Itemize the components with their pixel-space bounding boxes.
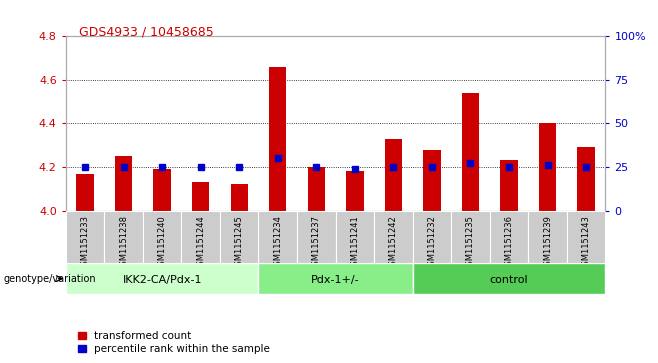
Bar: [297, 211, 336, 263]
Bar: [567, 211, 605, 263]
Bar: [269, 67, 286, 211]
Text: Pdx-1+/-: Pdx-1+/-: [311, 275, 360, 285]
Bar: [115, 156, 132, 211]
Bar: [259, 263, 413, 294]
Text: GSM1151241: GSM1151241: [350, 215, 359, 270]
Text: GSM1151236: GSM1151236: [505, 215, 513, 271]
Bar: [259, 211, 297, 263]
Text: genotype/variation: genotype/variation: [3, 274, 96, 284]
Bar: [451, 211, 490, 263]
Text: GSM1151245: GSM1151245: [235, 215, 243, 270]
Text: GSM1151239: GSM1151239: [543, 215, 552, 271]
Text: GSM1151232: GSM1151232: [428, 215, 436, 271]
Text: IKK2-CA/Pdx-1: IKK2-CA/Pdx-1: [122, 275, 202, 285]
Bar: [500, 160, 518, 211]
Bar: [308, 167, 325, 211]
Text: GDS4933 / 10458685: GDS4933 / 10458685: [79, 25, 214, 38]
Bar: [374, 211, 413, 263]
Text: control: control: [490, 275, 528, 285]
Text: GSM1151244: GSM1151244: [196, 215, 205, 270]
Text: GSM1151235: GSM1151235: [466, 215, 475, 271]
Text: GSM1151234: GSM1151234: [273, 215, 282, 271]
Bar: [578, 147, 595, 211]
Bar: [153, 169, 171, 211]
Bar: [192, 182, 209, 211]
Text: GSM1151238: GSM1151238: [119, 215, 128, 271]
Bar: [385, 139, 402, 211]
Bar: [105, 211, 143, 263]
Bar: [182, 211, 220, 263]
Bar: [336, 211, 374, 263]
Text: GSM1151233: GSM1151233: [80, 215, 89, 271]
Bar: [539, 123, 556, 211]
Bar: [413, 211, 451, 263]
Bar: [528, 211, 567, 263]
Text: GSM1151242: GSM1151242: [389, 215, 398, 270]
Bar: [413, 263, 605, 294]
Text: GSM1151243: GSM1151243: [582, 215, 591, 271]
Bar: [66, 263, 259, 294]
Bar: [490, 211, 528, 263]
Bar: [462, 93, 479, 211]
Bar: [220, 211, 259, 263]
Bar: [76, 174, 93, 211]
Text: GSM1151240: GSM1151240: [158, 215, 166, 270]
Text: GSM1151237: GSM1151237: [312, 215, 321, 271]
Legend: transformed count, percentile rank within the sample: transformed count, percentile rank withi…: [78, 331, 270, 354]
Bar: [230, 184, 248, 211]
Bar: [66, 211, 105, 263]
Bar: [143, 211, 182, 263]
Bar: [423, 150, 441, 211]
Bar: [346, 171, 363, 211]
